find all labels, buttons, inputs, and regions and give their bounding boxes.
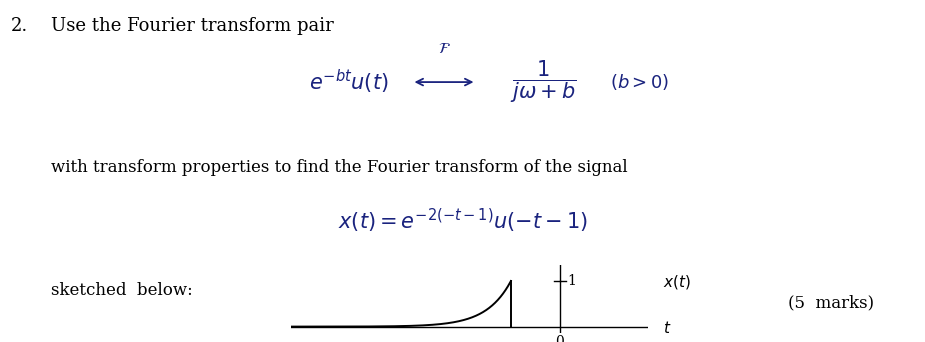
Text: $t$: $t$ bbox=[663, 320, 672, 336]
Text: 2.: 2. bbox=[11, 17, 29, 35]
Text: $\dfrac{1}{j\omega + b}$: $\dfrac{1}{j\omega + b}$ bbox=[510, 59, 576, 105]
Text: $e^{-bt}u(t)$: $e^{-bt}u(t)$ bbox=[309, 68, 388, 96]
Text: sketched  below:: sketched below: bbox=[51, 282, 192, 299]
Text: $\mathcal{F}$: $\mathcal{F}$ bbox=[438, 42, 450, 56]
Text: $x(t) = e^{-2(-t-1)}u(-t-1)$: $x(t) = e^{-2(-t-1)}u(-t-1)$ bbox=[338, 207, 587, 235]
Text: $(b > 0)$: $(b > 0)$ bbox=[610, 72, 670, 92]
Text: (5  marks): (5 marks) bbox=[788, 294, 874, 311]
Text: with transform properties to find the Fourier transform of the signal: with transform properties to find the Fo… bbox=[51, 159, 627, 176]
Text: 1: 1 bbox=[567, 274, 576, 288]
Text: $x(t)$: $x(t)$ bbox=[663, 273, 691, 291]
Text: Use the Fourier transform pair: Use the Fourier transform pair bbox=[51, 17, 334, 35]
Text: 0: 0 bbox=[555, 335, 564, 342]
